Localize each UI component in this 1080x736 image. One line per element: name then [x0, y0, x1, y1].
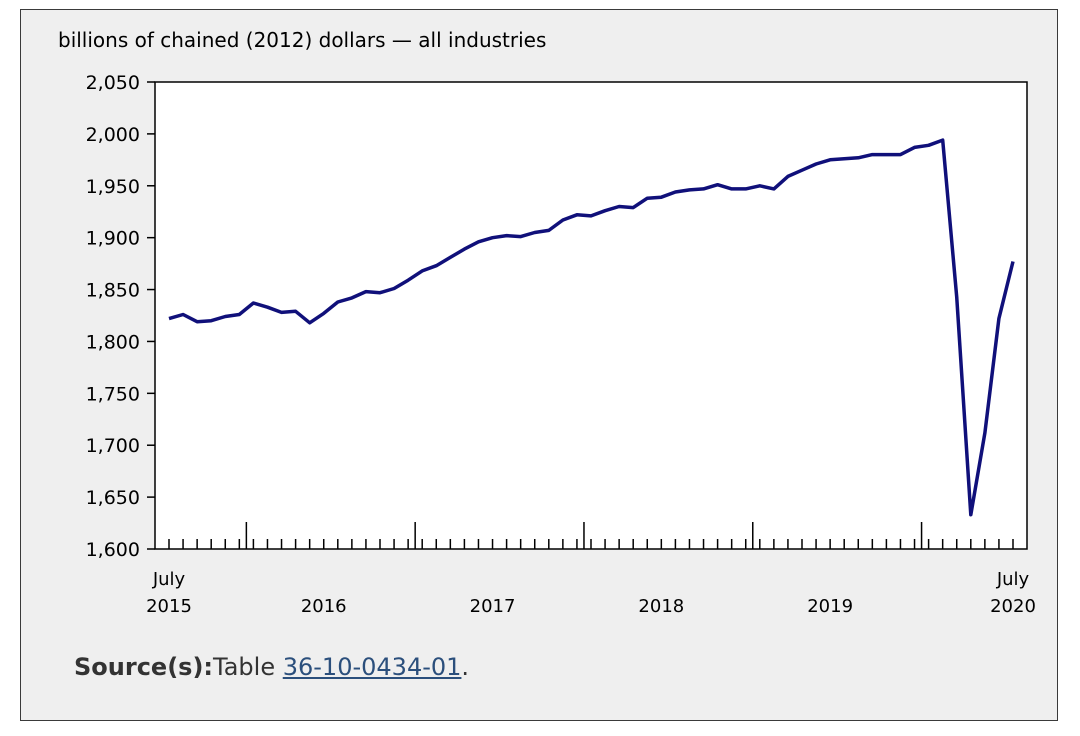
series-line — [168, 138, 1015, 517]
source-suffix: . — [461, 653, 470, 681]
source-table-link[interactable]: 36-10-0434-01 — [282, 653, 462, 681]
x-tick-label-month: July — [996, 569, 1030, 590]
y-tick-label: 1,750 — [86, 383, 140, 405]
source-label: Source(s): — [74, 653, 214, 681]
x-tick-label-month: July — [152, 569, 186, 590]
y-tick-label: 2,000 — [86, 124, 140, 146]
y-tick-label: 1,800 — [86, 331, 140, 353]
y-tick-label: 1,600 — [86, 539, 140, 561]
x-tick-label-year: 2019 — [807, 596, 853, 617]
x-tick-label-year: 2018 — [638, 596, 684, 617]
y-axis-title: billions of chained (2012) dollars — all… — [58, 28, 546, 52]
y-tick-label: 1,950 — [86, 176, 140, 198]
y-tick-label: 1,650 — [86, 487, 140, 509]
source-note: Source(s):Table 36-10-0434-01. — [74, 653, 469, 681]
y-tick-label: 2,050 — [86, 72, 140, 94]
x-tick-label-year: 2015 — [146, 596, 192, 617]
x-tick-label-year: 2020 — [990, 596, 1036, 617]
plot-area — [154, 81, 1028, 550]
y-tick-label: 1,900 — [86, 228, 140, 250]
y-tick-label: 1,700 — [86, 435, 140, 457]
y-tick-label: 1,850 — [86, 280, 140, 302]
x-tick-label-year: 2017 — [470, 596, 516, 617]
source-prefix: Table — [213, 653, 283, 681]
x-tick-label-year: 2016 — [301, 596, 347, 617]
